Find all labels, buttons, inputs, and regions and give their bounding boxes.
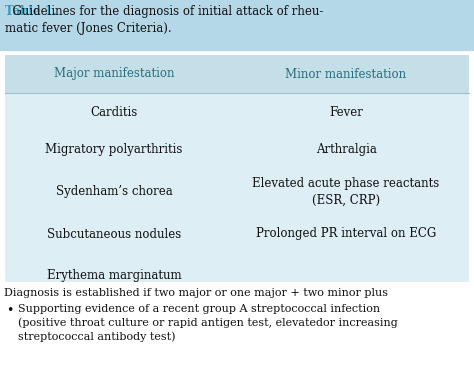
Text: Supporting evidence of a recent group A streptococcal infection
(positive throat: Supporting evidence of a recent group A … (18, 304, 398, 342)
Text: Subcutaneous nodules: Subcutaneous nodules (47, 228, 181, 240)
Text: Fever: Fever (329, 105, 363, 118)
Bar (5, 55, 469, 282)
Bar (5, 55, 469, 93)
Text: Guidelines for the diagnosis of initial attack of rheu-: Guidelines for the diagnosis of initial … (5, 5, 323, 18)
Text: Carditis: Carditis (91, 105, 137, 118)
Text: Table 1.: Table 1. (5, 5, 57, 18)
Text: Diagnosis is established if two major or one major + two minor plus: Diagnosis is established if two major or… (4, 288, 388, 298)
Text: Prolonged PR interval on ECG: Prolonged PR interval on ECG (256, 228, 436, 240)
Text: Erythema marginatum: Erythema marginatum (47, 269, 182, 283)
Text: Minor manifestation: Minor manifestation (285, 67, 407, 81)
Text: Elevated acute phase reactants
(ESR, CRP): Elevated acute phase reactants (ESR, CRP… (253, 177, 440, 207)
Text: Arthralgia: Arthralgia (316, 144, 376, 157)
Text: Sydenham’s chorea: Sydenham’s chorea (55, 185, 173, 198)
Text: Migratory polyarthritis: Migratory polyarthritis (46, 144, 183, 157)
Text: Major manifestation: Major manifestation (54, 67, 174, 81)
Text: •: • (6, 304, 13, 317)
Text: matic fever (Jones Criteria).: matic fever (Jones Criteria). (5, 22, 172, 35)
Bar (0, 0, 474, 52)
